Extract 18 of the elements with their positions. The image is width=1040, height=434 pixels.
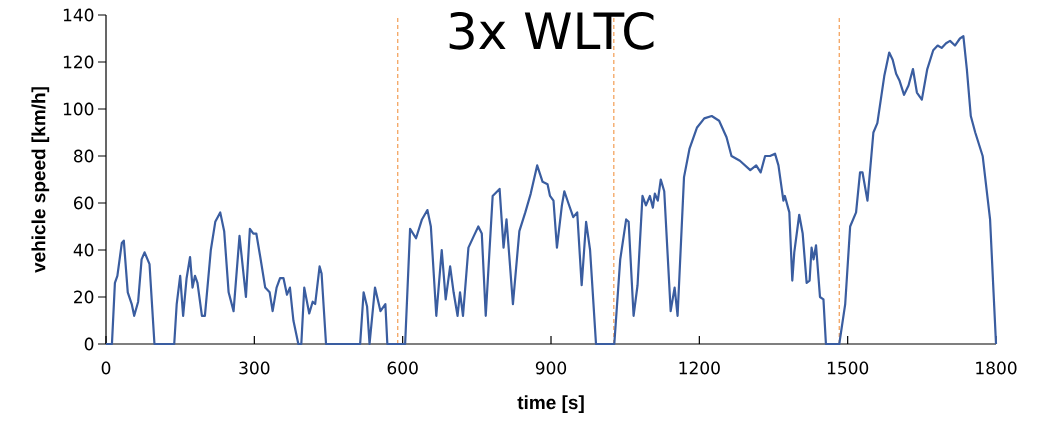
x-tick-label: 1800 xyxy=(976,361,1017,375)
x-tick-label: 1200 xyxy=(679,361,720,375)
y-tick-label: 60 xyxy=(74,196,94,210)
x-tick-label: 0 xyxy=(101,361,111,375)
y-tick-label: 40 xyxy=(73,243,94,257)
x-tick-label: 900 xyxy=(535,361,567,375)
y-tick-label: 140 xyxy=(63,8,94,22)
y-tick-label: 0 xyxy=(84,337,94,351)
chart-title: 3x WLTC xyxy=(449,11,654,50)
y-tick-label: 20 xyxy=(74,290,94,304)
y-axis-title: vehicle speed [km/h] xyxy=(31,87,50,273)
y-tick-label: 80 xyxy=(74,149,94,163)
x-tick-label: 300 xyxy=(239,361,270,375)
x-axis-title: time [s] xyxy=(517,395,584,413)
y-tick-label: 100 xyxy=(63,102,94,116)
x-tick-label: 600 xyxy=(387,361,418,375)
y-tick-label: 120 xyxy=(63,55,94,69)
x-tick-label: 1500 xyxy=(827,361,869,375)
